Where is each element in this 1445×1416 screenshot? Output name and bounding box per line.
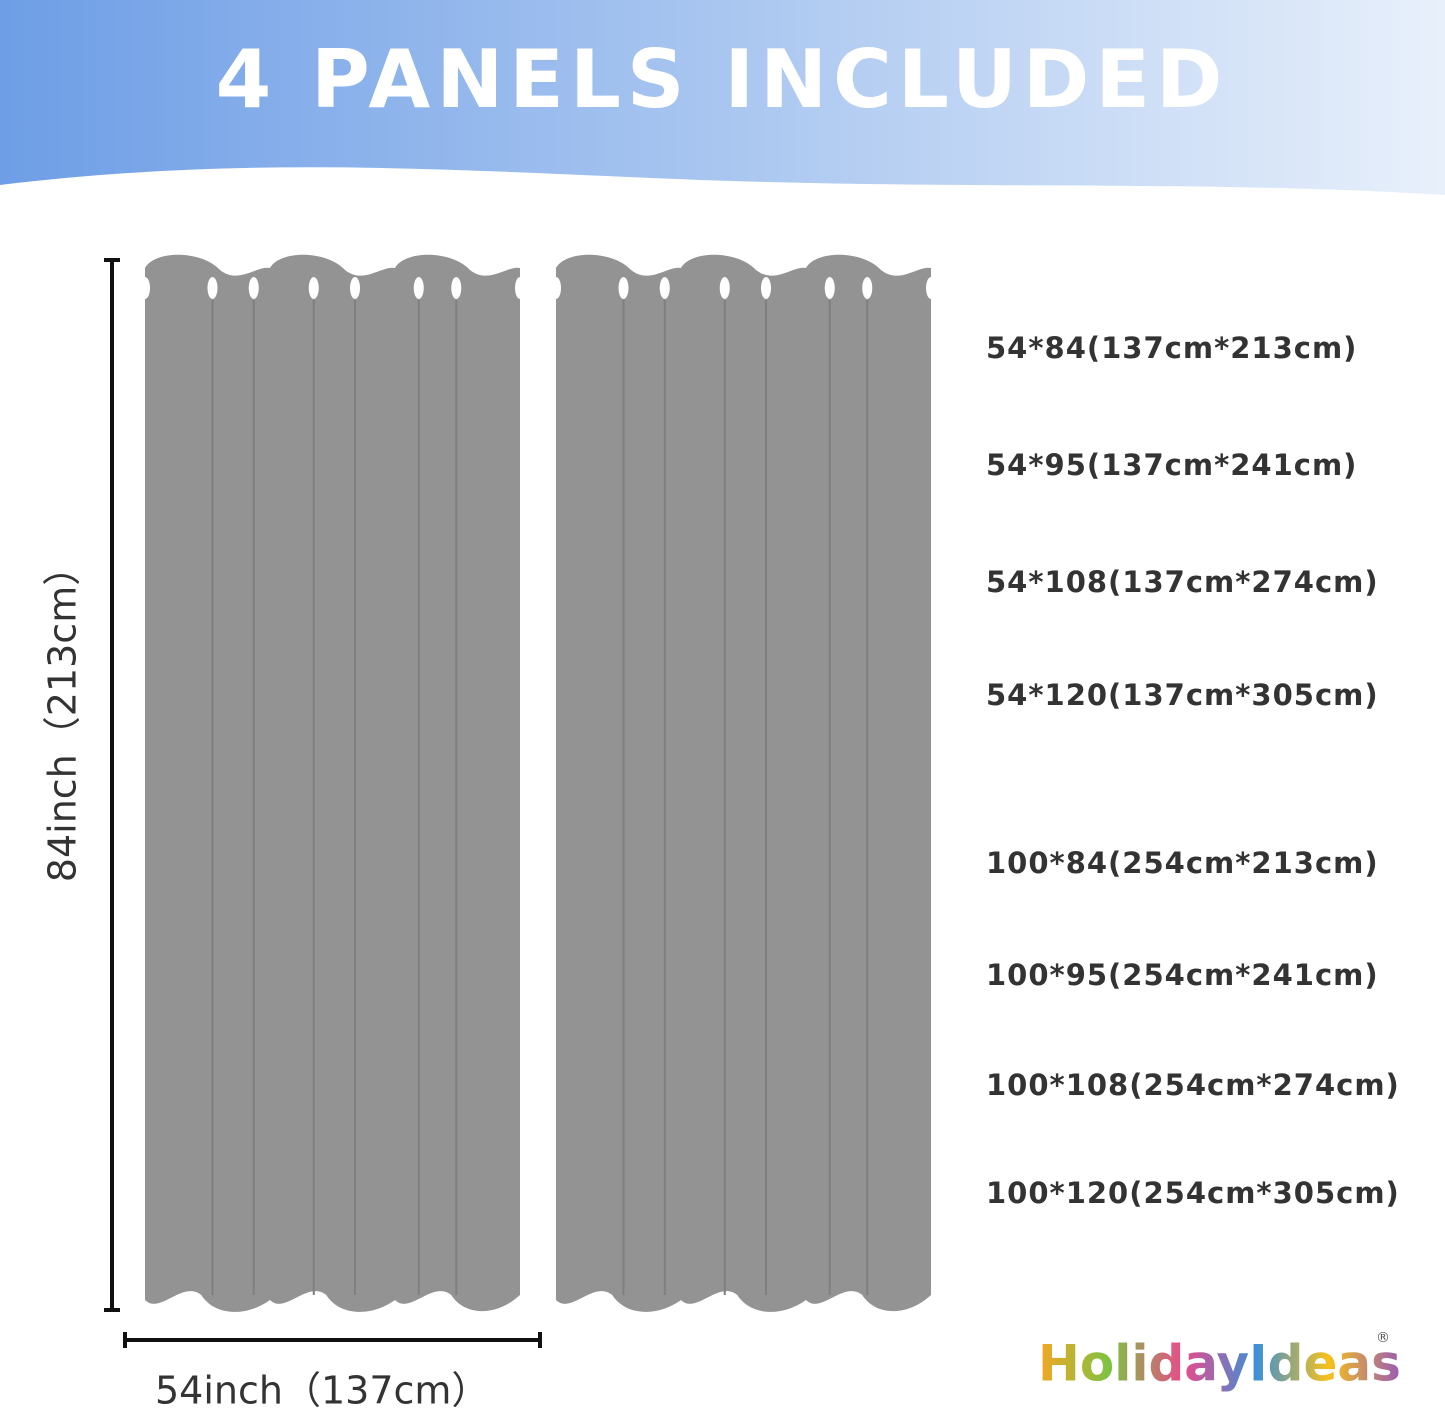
size-option: 100*95(254cm*241cm) [986, 958, 1379, 992]
grommet [350, 277, 360, 299]
brand-logo: HolidayIdeas [1038, 1335, 1401, 1393]
registered-mark: ® [1376, 1330, 1390, 1346]
size-option: 54*120(137cm*305cm) [986, 678, 1379, 712]
size-option: 100*84(254cm*213cm) [986, 846, 1379, 880]
grommet [719, 277, 730, 299]
size-option: 54*84(137cm*213cm) [986, 331, 1357, 365]
grommet [515, 277, 525, 299]
curtains [140, 254, 936, 1312]
grommet [451, 277, 462, 299]
size-option: 100*120(254cm*305cm) [986, 1176, 1400, 1210]
size-option: 100*108(254cm*274cm) [986, 1068, 1400, 1102]
width-label: 54inch（137cm） [155, 1369, 489, 1413]
grommet [308, 277, 319, 299]
grommet [926, 277, 936, 299]
size-list: 54*84(137cm*213cm) 54*95(137cm*241cm) 54*1… [986, 331, 1400, 1210]
size-option: 54*95(137cm*241cm) [986, 448, 1357, 482]
grommet [140, 277, 150, 299]
header-band [0, 0, 1445, 195]
grommet [551, 277, 561, 299]
height-label: 84inch（213cm） [41, 548, 85, 882]
grommet [862, 277, 873, 299]
grommet [824, 277, 835, 299]
curtain-panel [556, 254, 931, 1312]
grommet [659, 277, 670, 299]
grommet [413, 277, 424, 299]
grommet [761, 277, 771, 299]
curtain-panel [145, 254, 520, 1312]
grommet [618, 277, 629, 299]
rulers [104, 258, 542, 1348]
grommet [207, 277, 218, 299]
grommet [248, 277, 259, 299]
size-option: 54*108(137cm*274cm) [986, 565, 1379, 599]
title: 4 PANELS INCLUDED [216, 33, 1229, 126]
